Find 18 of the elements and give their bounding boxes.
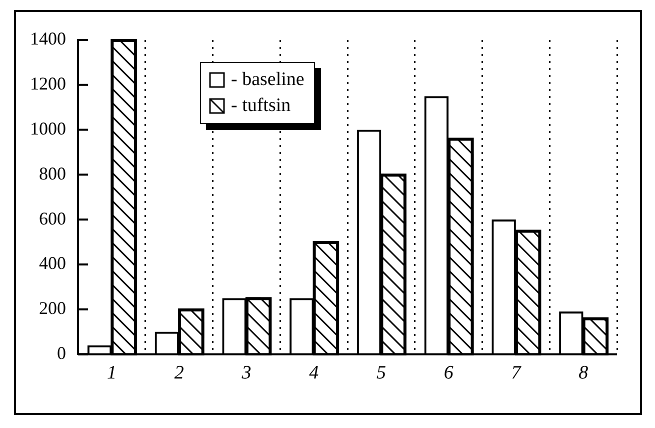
x-tick-label: 1 (106, 362, 116, 384)
x-tick-label: 4 (309, 362, 320, 384)
x-tick-label: 5 (376, 362, 386, 384)
y-tick-label: 400 (39, 253, 66, 274)
y-tick-label: 200 (39, 298, 66, 318)
y-tick-label: 0 (57, 342, 66, 363)
y-tick-label: 800 (39, 163, 66, 184)
y-tick-label: 1400 (30, 28, 66, 49)
x-tick-label: 2 (174, 362, 184, 384)
legend-label: - tuftsin (231, 94, 291, 118)
x-tick-label: 8 (578, 362, 589, 384)
legend-label: - baseline (231, 68, 304, 92)
x-tick-label: 6 (444, 362, 454, 384)
y-tick-label: 1000 (30, 118, 66, 139)
y-tick-label: 600 (39, 208, 66, 228)
y-tick-label: 1200 (30, 74, 66, 94)
x-tick-label: 7 (511, 362, 522, 384)
x-tick-label: 3 (240, 362, 252, 384)
